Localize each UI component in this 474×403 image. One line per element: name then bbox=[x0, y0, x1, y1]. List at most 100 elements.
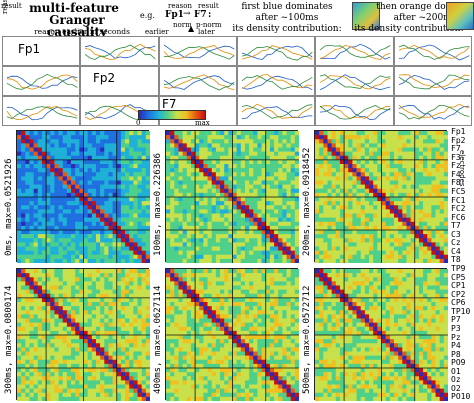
mini-curve bbox=[163, 46, 235, 60]
example-reason: reason bbox=[168, 2, 192, 10]
mini-curve bbox=[241, 104, 313, 119]
earlier-label: earlier bbox=[145, 28, 169, 36]
example-prefix: e.g. bbox=[140, 11, 155, 20]
mini-plot-cell bbox=[237, 36, 316, 66]
mini-curve bbox=[241, 75, 313, 91]
example-from: Fp1 bbox=[165, 10, 184, 20]
mini-plot-cell bbox=[315, 66, 394, 96]
heatmap-panel bbox=[314, 268, 448, 401]
mini-curve bbox=[320, 44, 391, 60]
norm-label: norm bbox=[173, 21, 192, 29]
mini-plot-cell bbox=[393, 36, 472, 66]
mini-curve bbox=[163, 76, 235, 91]
heatmap-panel bbox=[165, 130, 299, 263]
electrode-label: F7 bbox=[451, 144, 461, 154]
example-colon: : bbox=[208, 10, 212, 20]
mini-curve bbox=[6, 74, 78, 90]
blue-caption-2: after ~100ms bbox=[255, 13, 319, 23]
fp1-label: Fp1 bbox=[18, 42, 41, 56]
electrode-label: C4 bbox=[451, 246, 461, 256]
electrode-label-list: Fp1 Fp2 F7 F3 Fz F4 F8 FC5 FC1 FC2 FC6 T7 C3 Cz C4 T8 TP… bbox=[451, 128, 473, 402]
f7-label: F7 bbox=[162, 97, 177, 111]
electrode-label: PO9 bbox=[451, 358, 466, 368]
mini-curve bbox=[398, 74, 469, 89]
mini-plot-grid bbox=[2, 36, 472, 126]
electrode-label: T7 bbox=[451, 221, 461, 231]
panel-label: 300ms, max=0.0800174 bbox=[4, 285, 14, 394]
electrode-label: P3 bbox=[451, 323, 461, 333]
panel-label: 500ms, max=0.0572712 bbox=[302, 285, 312, 394]
mini-curve bbox=[241, 75, 313, 90]
mini-curve bbox=[163, 45, 235, 59]
mini-plot-cell bbox=[2, 66, 81, 96]
heatmap-panel bbox=[16, 268, 150, 401]
subtitle: reason earlier in seconds bbox=[34, 27, 130, 36]
title-line-1: multi-feature bbox=[29, 1, 119, 15]
mini-curve bbox=[241, 74, 313, 90]
mini-curve bbox=[241, 45, 313, 61]
mini-curve bbox=[320, 105, 391, 120]
mini-curve bbox=[6, 73, 78, 90]
electrode-label: Pz bbox=[451, 332, 461, 342]
mini-curve bbox=[320, 104, 391, 121]
electrode-label: P7 bbox=[451, 315, 461, 325]
mini-curve bbox=[241, 106, 313, 120]
mini-plot-cell bbox=[80, 36, 159, 66]
mini-curve bbox=[85, 45, 156, 59]
arrow-up-icon: ▲ bbox=[188, 24, 195, 33]
blue-caption-3: its density contribution: bbox=[232, 24, 342, 34]
electrode-label: P4 bbox=[451, 341, 461, 351]
electrode-label: FC2 bbox=[451, 204, 466, 214]
mini-plot-cell bbox=[2, 36, 81, 66]
mini-curve bbox=[85, 43, 156, 60]
mini-curve bbox=[398, 104, 469, 120]
mini-curve bbox=[320, 75, 391, 90]
electrode-label: TP10 bbox=[451, 306, 471, 316]
mini-curve bbox=[6, 105, 78, 121]
mini-curve bbox=[398, 103, 470, 118]
heatmap-panel bbox=[314, 130, 448, 263]
mini-curve bbox=[163, 75, 235, 90]
mini-curve bbox=[398, 104, 470, 120]
electrode-label: CP1 bbox=[451, 281, 466, 291]
mini-curve bbox=[398, 74, 469, 90]
orange-caption-2: after ~200ms bbox=[393, 13, 457, 23]
mini-curve bbox=[320, 74, 391, 91]
electrode-label: CP2 bbox=[451, 289, 466, 299]
orange-caption-3: its density contribution: bbox=[354, 24, 464, 34]
electrode-label: C3 bbox=[451, 229, 461, 239]
mini-curve bbox=[241, 46, 313, 61]
mini-curve bbox=[6, 106, 78, 120]
blue-density-thumbnail bbox=[352, 2, 380, 30]
mini-curve bbox=[85, 104, 156, 120]
mini-curve bbox=[163, 44, 235, 59]
mini-curve bbox=[241, 45, 313, 60]
colorbar-max: max bbox=[195, 119, 210, 127]
panel-label: 100ms, max=0.226386 bbox=[153, 153, 163, 256]
panel-label: 200ms, max=0.0918452 bbox=[302, 147, 312, 256]
electrode-label: P8 bbox=[451, 349, 461, 359]
electrode-label: PO10 bbox=[451, 392, 471, 402]
mini-curve bbox=[320, 74, 391, 89]
orange-density-thumbnail bbox=[446, 2, 474, 30]
mini-curve bbox=[163, 74, 235, 90]
p-norm-label: p-norm bbox=[196, 21, 222, 29]
mini-plot-cell bbox=[2, 96, 81, 126]
fp2-label: Fp2 bbox=[93, 71, 116, 85]
mini-curve bbox=[320, 43, 391, 60]
blue-caption-1: first blue dominates bbox=[241, 2, 333, 12]
example-to: F7 bbox=[194, 10, 207, 20]
example-result: result bbox=[198, 2, 219, 10]
mini-plot-cell bbox=[158, 36, 237, 66]
mini-plot-cell bbox=[315, 96, 394, 126]
orange-caption-1: then orange dominates bbox=[376, 2, 474, 12]
electrode-label: O2 bbox=[451, 383, 461, 393]
heatmap-panel bbox=[165, 268, 299, 401]
mini-plot-cell bbox=[393, 96, 472, 126]
electrode-label: T8 bbox=[451, 255, 461, 265]
mini-curve bbox=[320, 44, 391, 58]
heatmap-grid: 0ms, max=0.0521926 100ms, max=0.226386 200… bbox=[0, 128, 474, 403]
panel-label: 400ms, max=0.0627114 bbox=[153, 285, 163, 394]
mini-plot-cell bbox=[158, 66, 237, 96]
electrode-label: Fp2 bbox=[451, 135, 466, 145]
